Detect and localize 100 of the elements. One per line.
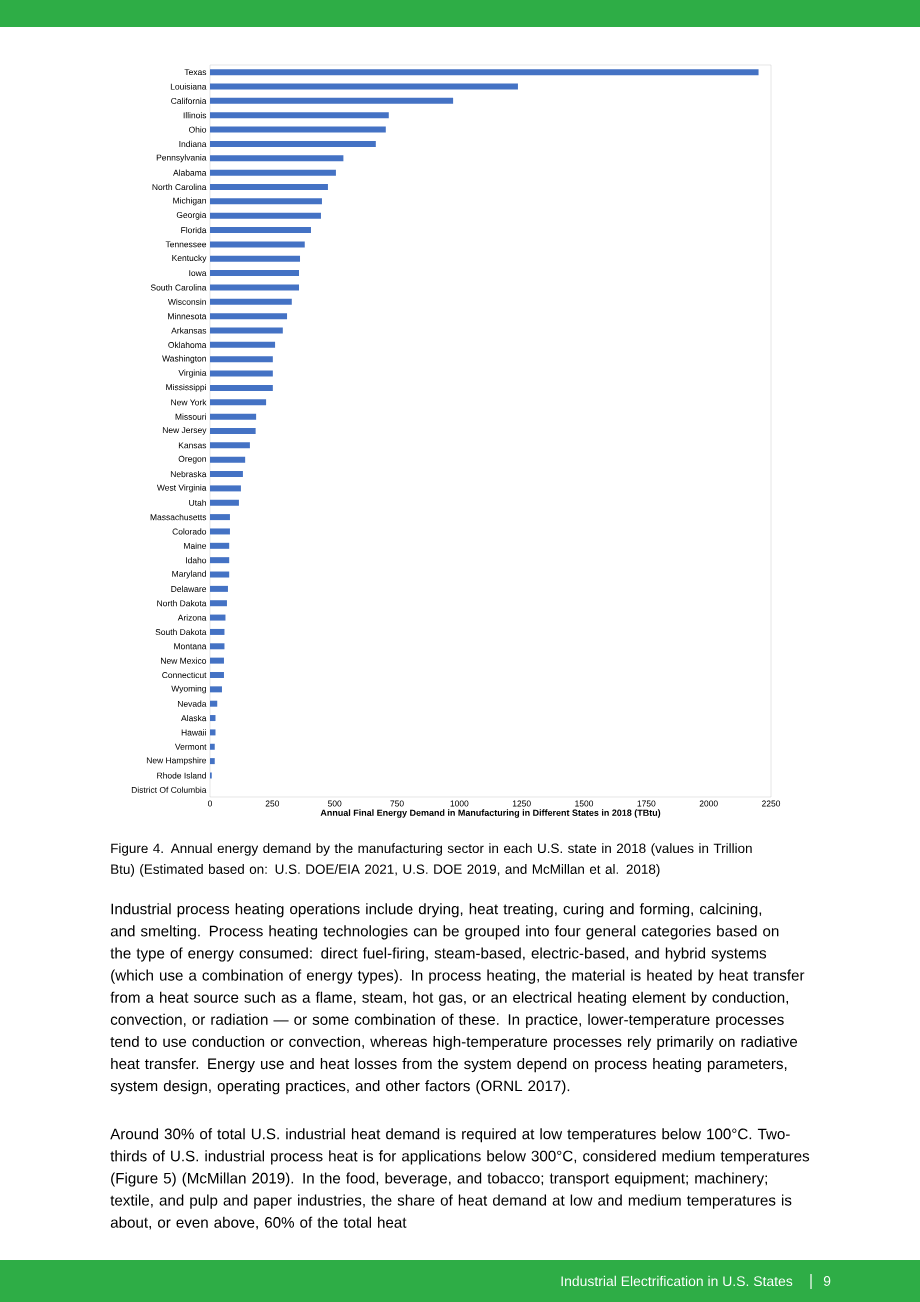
bar: [210, 169, 336, 176]
bar: [210, 628, 225, 635]
bar: [210, 198, 322, 205]
y-tick-label: Oregon: [178, 455, 206, 464]
y-tick-label: South Dakota: [155, 628, 207, 636]
y-tick-label: Colorado: [172, 528, 207, 535]
y-tick-label: North Carolina: [152, 183, 207, 191]
bar: [210, 140, 376, 147]
text: Industrial Electrification in U.S. States: [561, 1275, 793, 1287]
bar: [210, 284, 300, 291]
bar: [210, 241, 305, 248]
text: Around 30% of total U.S. industrial heat demand is required at low temperatures below 100°C. Two-thirds of U.S. industrial process heat is for applications below 300°C, considered medium temperatures (Figure 5) (McMillan 2019). In the food, beverage, and tobacco; transport equipment; machinery; textile, and pulp and paper industries, the share of heat demand at low and medium temperatures is about, or even above, 60% of the total heat: [110, 1128, 810, 1230]
bar: [210, 341, 276, 348]
bar: [210, 758, 215, 765]
bar: [210, 671, 224, 678]
y-tick-label: Michigan: [173, 197, 206, 206]
y-tick-label: Massachusetts: [150, 513, 207, 521]
bar: [210, 255, 301, 262]
bar: [210, 313, 288, 320]
bar: [210, 356, 273, 363]
y-tick-label: Arizona: [177, 614, 207, 621]
bar: [210, 155, 344, 162]
x-tick-label: 1750: [637, 800, 656, 807]
bar: [210, 471, 243, 478]
y-tick-label: Nevada: [177, 700, 207, 707]
y-tick-label: Oklahoma: [168, 341, 207, 348]
text: Industrial process heating operations include drying, heat treating, curing and forming, calcining, and smelting. Process heating technologies can be grouped into four general categories based on the type of energy consumed: direct fuel-firing, steam-based, electric-based, and hybrid systems (which use a combination of energy types). In process heating, the material is heated by heat transfer from a heat source such as a flame, steam, hot gas, or an electrical heating element by conduction, convection, or radiation — or some combination of these. In practice, lower-temperature processes tend to use conduction or convection, whereas high-temperature processes rely primarily on radiative heat transfer. Energy use and heat losses from the system depend on process heating parameters, system design, operating practices, and other factors (ORNL 2017).: [110, 903, 805, 1095]
x-tick-label: 0: [207, 800, 213, 807]
y-tick-label: New Hampshire: [146, 757, 207, 766]
bar: [210, 399, 267, 406]
y-tick-label: Virginia: [178, 369, 207, 378]
y-tick-label: New Jersey: [162, 427, 207, 435]
y-tick-label: Rhode Island: [157, 772, 206, 779]
y-tick-label: Georgia: [176, 211, 207, 220]
bar: [210, 542, 230, 549]
y-tick-label: New York: [171, 399, 207, 406]
x-tick-label: 500: [327, 800, 342, 807]
bar: [210, 126, 386, 133]
y-tick-label: Maryland: [172, 570, 206, 579]
bar: [210, 743, 215, 750]
y-tick-label: District Of Columbia: [131, 786, 207, 793]
y-tick-label: Kansas: [178, 442, 207, 449]
bar: [210, 183, 328, 190]
bar: [210, 384, 273, 391]
bar: [210, 270, 300, 277]
y-tick-label: Kentucky: [172, 254, 207, 263]
y-tick-label: Hawaii: [181, 729, 206, 736]
y-tick-label: Missouri: [175, 413, 206, 420]
x-tick-label: 250: [265, 800, 280, 807]
bar: [210, 499, 239, 506]
bar: [210, 427, 256, 434]
bar: [210, 227, 311, 234]
bar: [210, 442, 250, 449]
bar: [210, 370, 273, 377]
y-tick-label: Pennsylvania: [156, 154, 207, 163]
y-tick-label: New Mexico: [161, 657, 207, 664]
y-tick-label: Idaho: [186, 557, 207, 564]
x-tick-label: 1000: [450, 800, 469, 807]
x-tick-label: 1500: [575, 800, 594, 807]
bar: [210, 686, 222, 693]
bar: [210, 557, 230, 564]
bar: [210, 327, 283, 334]
bar: [210, 83, 518, 90]
bar: [210, 715, 216, 722]
y-tick-label: Delaware: [171, 585, 207, 592]
y-tick-label: Utah: [189, 499, 206, 506]
y-tick-label: South Carolina: [150, 284, 207, 291]
y-tick-label: Montana: [174, 643, 207, 650]
bar: [210, 614, 226, 621]
y-tick-label: Iowa: [189, 270, 207, 277]
y-tick-label: Wyoming: [171, 685, 206, 694]
caption: Figure 4. Annual energy demand by the manufacturing sector in each U.S. state in 2018 (values in Trillion Btu) (Estimated based on: U.S. DOE/EIA 2021, U.S. DOE 2019, and McMillan et al. 2018): [111, 843, 752, 877]
y-tick-label: Illinois: [183, 112, 207, 119]
y-tick-label: Florida: [181, 226, 207, 234]
bar: [210, 514, 230, 521]
y-tick-label: Minnesota: [168, 313, 207, 320]
y-tick-label: North Dakota: [157, 600, 207, 607]
y-tick-label: Vermont: [174, 743, 207, 750]
y-tick-label: Indiana: [179, 140, 207, 148]
bar: [210, 485, 241, 492]
y-tick-label: West Virginia: [156, 484, 207, 493]
bar: [210, 456, 246, 463]
y-tick-label: Arkansas: [171, 327, 207, 334]
y-tick-label: Tennessee: [165, 241, 207, 248]
bar: [210, 413, 257, 420]
y-tick-label: Alabama: [173, 169, 207, 176]
bar: [210, 571, 230, 578]
x-axis-title: Annual Final Energy Demand in Manufacturing in Different States in 2018 (TBtu): [320, 809, 661, 818]
x-tick-label: 2000: [699, 800, 718, 807]
y-tick-label: Louisiana: [170, 83, 207, 90]
y-tick-label: Connecticut: [162, 671, 207, 679]
bar: [210, 298, 292, 305]
y-tick-label: Nebraska: [170, 470, 207, 478]
bar: [210, 585, 228, 592]
text: 9: [823, 1276, 831, 1286]
y-tick-label: Maine: [184, 542, 207, 549]
bar: [210, 69, 759, 76]
bar: [210, 643, 225, 650]
bar: [210, 657, 224, 664]
y-tick-label: Ohio: [189, 126, 207, 133]
